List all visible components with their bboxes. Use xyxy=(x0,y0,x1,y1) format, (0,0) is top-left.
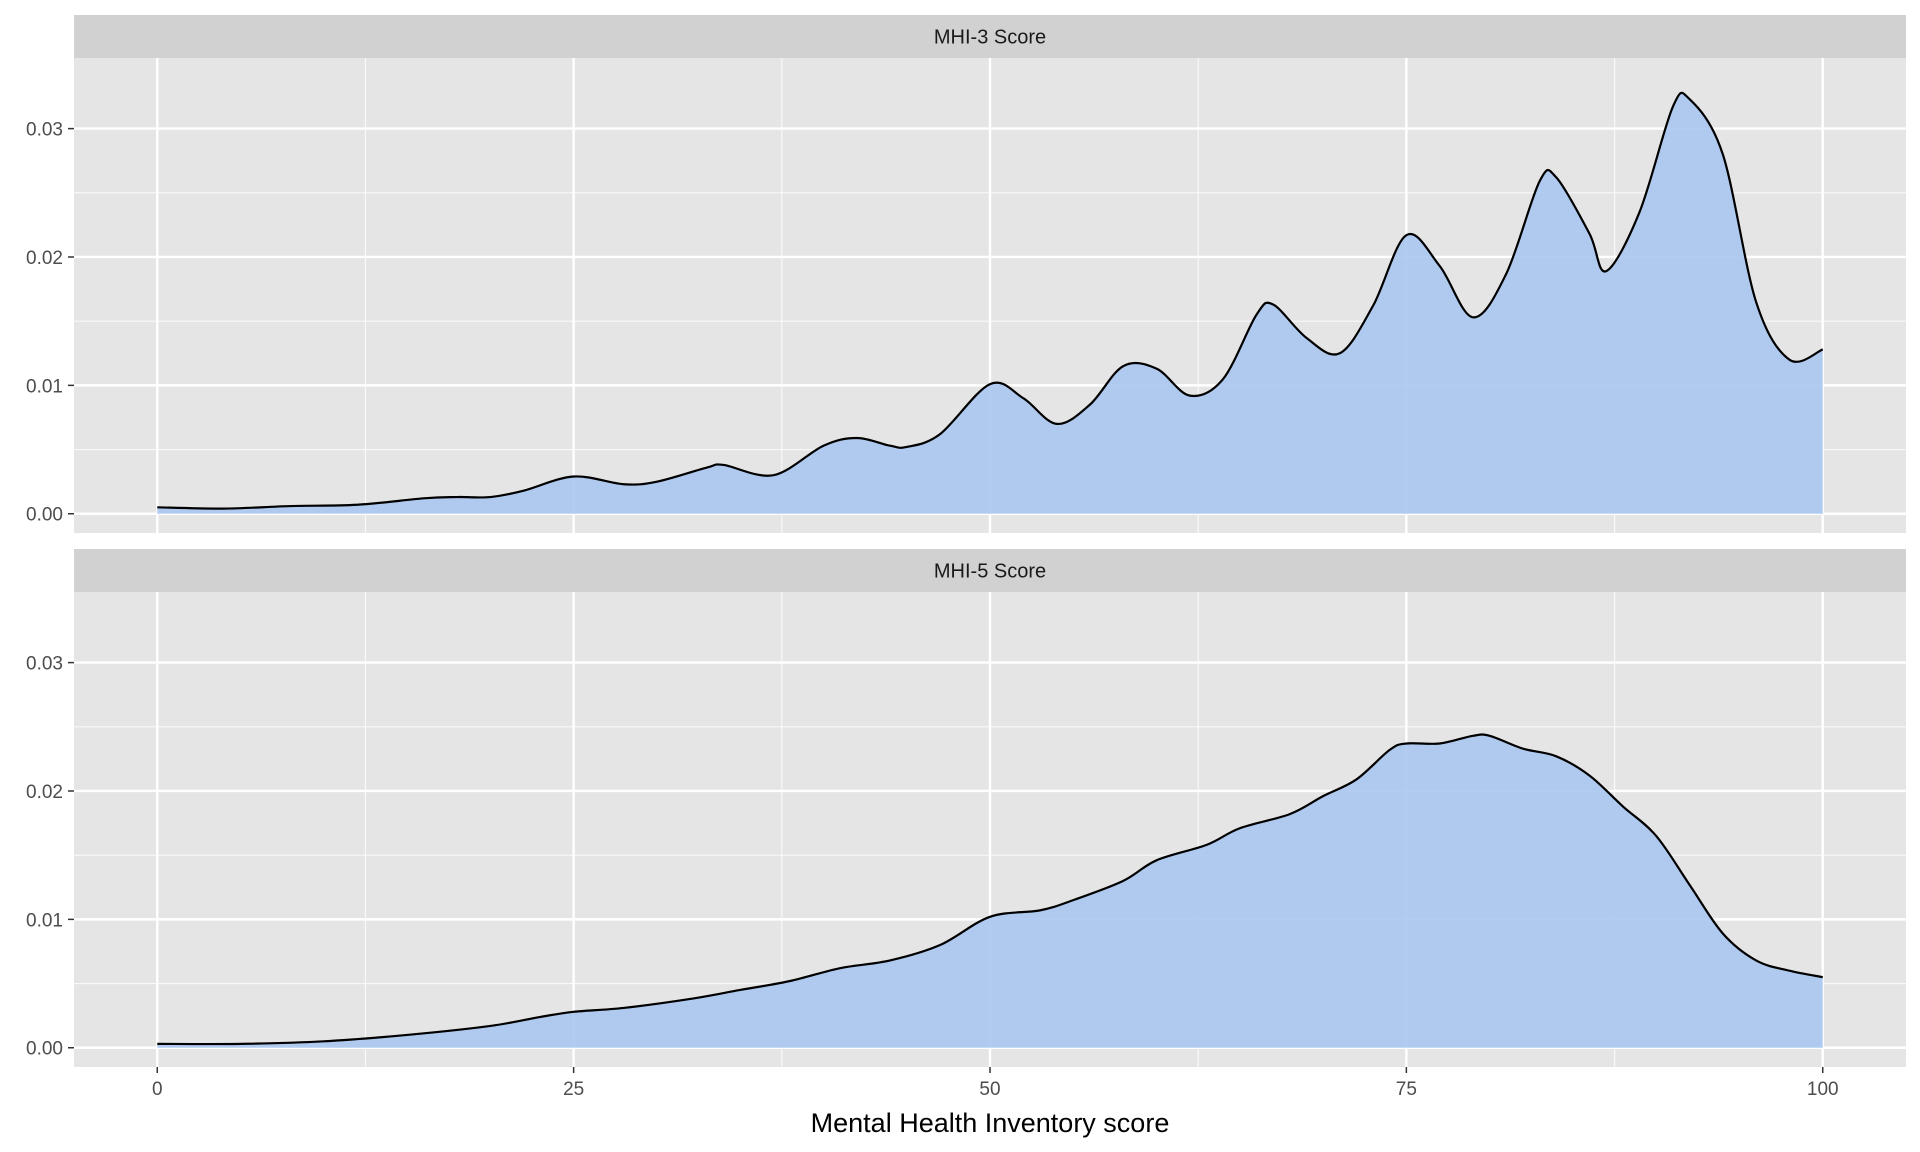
y-tick-label: 0.02 xyxy=(26,782,63,803)
x-tick-label: 25 xyxy=(563,1079,584,1100)
facet-strip-label: MHI-3 Score xyxy=(934,27,1046,49)
x-tick-label: 75 xyxy=(1396,1079,1417,1100)
facet-strip-background xyxy=(74,549,1906,592)
density-area xyxy=(157,92,1823,514)
facet-panel-2: MHI-5 Score 0.00 0.01 0.02 0.03 0 25 50 75 100 Men… xyxy=(26,549,1906,1138)
y-tick-label: 0.03 xyxy=(26,120,63,141)
y-tick-label: 0.03 xyxy=(26,654,63,675)
y-tick-label: 0.00 xyxy=(26,1039,63,1060)
facet-panel-1: MHI-3 Score 0.00 0.01 0.02 0.03 xyxy=(26,15,1906,533)
density-area xyxy=(157,734,1823,1048)
x-axis-title: Mental Health Inventory score xyxy=(811,1108,1170,1138)
facet-strip-background xyxy=(74,15,1906,58)
density-line xyxy=(157,733,1823,1046)
y-tick-label: 0.00 xyxy=(26,505,63,526)
x-tick-label: 50 xyxy=(979,1079,1000,1100)
x-tick-label: 100 xyxy=(1807,1079,1839,1100)
x-tick-label: 0 xyxy=(152,1079,163,1100)
y-tick-label: 0.01 xyxy=(26,376,63,397)
facet-strip-label: MHI-5 Score xyxy=(934,561,1046,583)
y-tick-label: 0.02 xyxy=(26,248,63,269)
y-tick-label: 0.01 xyxy=(26,910,63,931)
density-line xyxy=(157,91,1824,510)
